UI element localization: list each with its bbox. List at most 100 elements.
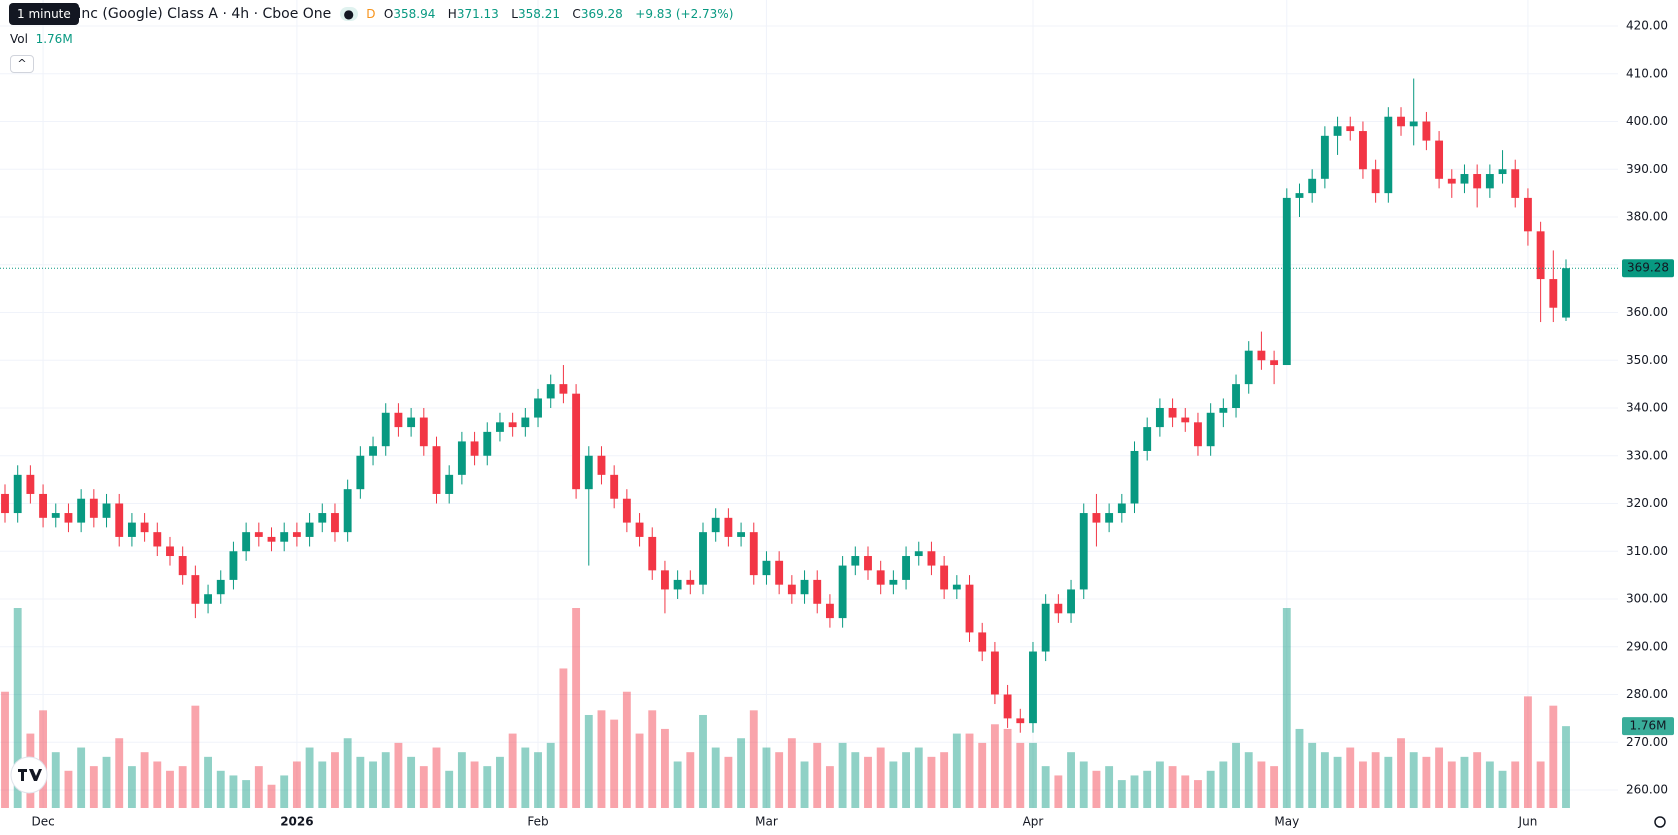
x-tick-label: May [1274, 815, 1299, 829]
candle-body [686, 579, 695, 585]
candle-body [280, 532, 289, 542]
volume-bar [1562, 726, 1570, 808]
volume-bar [102, 756, 111, 808]
volume-bar [914, 747, 923, 808]
x-tick-label: Apr [1023, 815, 1044, 829]
volume-bar [559, 668, 568, 808]
candle-body [673, 579, 682, 590]
volume-bar [1498, 770, 1507, 808]
candle-body [534, 398, 542, 418]
candle-body [927, 551, 936, 566]
volume-bar [597, 710, 606, 808]
candle-body [965, 584, 974, 633]
volume-bar [394, 742, 403, 808]
candle-body [1117, 503, 1126, 514]
candle-body [39, 493, 48, 518]
candle-body [952, 584, 961, 590]
volume-bar [178, 766, 187, 808]
volume-bar [1194, 780, 1202, 808]
candle-body [77, 498, 86, 523]
candle-body [559, 384, 568, 394]
volume-bar [813, 742, 822, 808]
candle-body [457, 441, 466, 475]
candle-body [622, 498, 631, 523]
candle-body [51, 513, 60, 518]
volume-bar [952, 733, 961, 808]
volume-bar [825, 766, 834, 808]
volume-tag [1622, 717, 1674, 736]
volume-bar [1473, 752, 1482, 808]
candle-body [1460, 174, 1469, 184]
volume-bar [204, 756, 212, 808]
logo [10, 756, 48, 794]
volume-bar [584, 714, 593, 808]
candle-body [902, 556, 910, 580]
candle-body [292, 532, 301, 537]
candle-body [1194, 422, 1202, 447]
volume-bar [39, 710, 48, 808]
candle-body [1270, 360, 1279, 366]
candle-body [1092, 513, 1101, 523]
y-tick-label: 280.00 [1626, 687, 1668, 701]
volume-bar [902, 752, 910, 808]
volume-bar [1435, 747, 1444, 808]
candle-body [242, 532, 251, 552]
candle-body [356, 455, 365, 490]
y-tick-label: 330.00 [1626, 448, 1668, 462]
candle-body [381, 412, 390, 447]
volume-bar [762, 747, 771, 808]
volume-bar [1232, 742, 1240, 808]
y-tick-label: 270.00 [1626, 735, 1668, 749]
volume-bar [534, 752, 542, 808]
candle-body [166, 546, 174, 557]
price-tag [1622, 259, 1674, 278]
candle-body [229, 551, 238, 580]
candle-body [940, 565, 949, 590]
candle-body [838, 565, 847, 619]
candle-body [572, 393, 581, 490]
candle-body [1282, 197, 1291, 366]
low-value: 358.21 [517, 7, 560, 21]
volume-bar [838, 742, 847, 808]
candle-body [749, 532, 758, 576]
volume-bar [800, 761, 809, 808]
candle-body [1003, 694, 1012, 719]
candle-body [876, 570, 885, 585]
candle-body [546, 384, 555, 399]
candle-body [127, 522, 136, 537]
candle-body [1041, 603, 1050, 652]
volume-bar [292, 761, 301, 808]
candle-body [635, 522, 644, 537]
x-tick-label: Feb [527, 815, 548, 829]
candle-body [1447, 178, 1456, 184]
candle-body [191, 575, 200, 604]
candle-body [864, 556, 872, 571]
candle-body [13, 474, 22, 514]
volume-bar [89, 766, 98, 808]
volume-bar [343, 738, 352, 808]
volume-pane [1, 608, 1570, 808]
x-tick-label: Mar [755, 815, 778, 829]
collapse-button[interactable]: ^ [10, 55, 34, 73]
candle-body [1295, 193, 1304, 198]
volume-bar [229, 775, 238, 808]
candle-body [978, 632, 987, 652]
candle-body [1549, 279, 1558, 308]
symbol-title: Alphabet Inc (Google) Class A · 4h · Cbo… [10, 6, 332, 22]
volume-bar [508, 733, 517, 808]
price-tag-label: 369.28 [1627, 261, 1669, 275]
volume-bar [1384, 756, 1393, 808]
volume-bar [64, 770, 73, 808]
candle-body [661, 570, 669, 590]
volume-bar [51, 752, 60, 808]
volume-bar [1270, 766, 1279, 808]
y-tick-label: 340.00 [1626, 401, 1668, 415]
volume-bar [1003, 728, 1012, 808]
volume-bar [470, 761, 479, 808]
volume-bar [216, 770, 225, 808]
candle-body [610, 474, 619, 499]
candle-body [1232, 384, 1240, 408]
candle-body [140, 522, 149, 533]
candle-body [1244, 350, 1253, 385]
candle-body [1130, 450, 1139, 504]
